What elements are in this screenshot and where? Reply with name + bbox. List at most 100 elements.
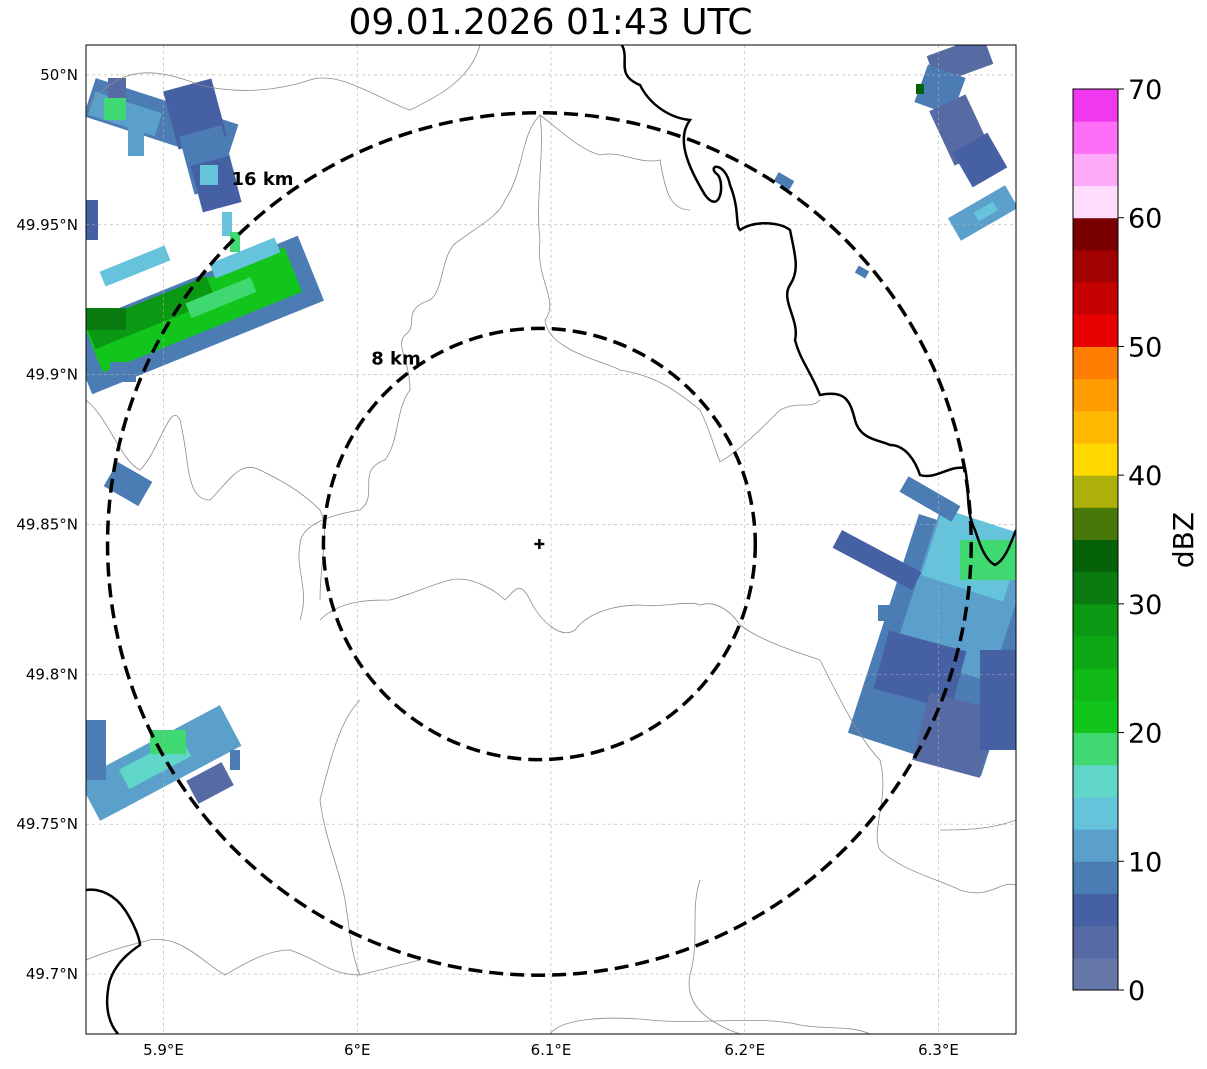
radar-echo (230, 750, 240, 770)
radar-echo (973, 201, 998, 222)
radar-echo (952, 132, 1008, 188)
colorbar-label: dBZ (1167, 512, 1200, 568)
colorbar-swatch (1073, 861, 1118, 894)
radar-echo (200, 165, 218, 185)
radar-location-marker (534, 538, 545, 549)
colorbar-swatch (1073, 636, 1118, 669)
national-border-line (86, 888, 142, 1034)
radar-echo (912, 692, 998, 778)
colorbar-swatch (1073, 410, 1118, 444)
radar-echo (209, 237, 281, 279)
colorbar-tick-label: 10 (1128, 847, 1162, 878)
radar-echo-layer (86, 45, 1016, 821)
colorbar-tick-label: 70 (1128, 75, 1162, 106)
radar-echo (980, 650, 1016, 750)
colorbar-swatch (1073, 732, 1118, 766)
range-ring (321, 326, 758, 762)
colorbar-swatch (1073, 668, 1118, 701)
lat-tick-label: 49.85°N (16, 516, 78, 534)
colorbar: 0 10 20 30 40 50 60 70 dBZ (1072, 75, 1200, 1007)
map-graticule (86, 45, 1016, 1034)
radar-echo (110, 362, 136, 382)
range-ring-label: 16 km (232, 169, 294, 190)
radar-echo (185, 277, 257, 319)
radar-echo (222, 212, 232, 236)
colorbar-swatch (1073, 185, 1118, 219)
colorbar-swatch (1073, 539, 1118, 573)
colorbar-swatch (1073, 314, 1118, 347)
admin-boundary-line (688, 879, 741, 1034)
colorbar-swatch (1073, 282, 1118, 315)
lat-tick-label: 49.8°N (26, 665, 78, 683)
range-ring (105, 111, 973, 977)
admin-boundary-line (298, 114, 541, 621)
radar-echo (108, 78, 126, 98)
radar-echo (128, 128, 144, 156)
lat-tick-label: 50°N (40, 66, 78, 84)
lon-tick-label: 6.2°E (724, 1041, 765, 1059)
colorbar-swatch (1073, 700, 1118, 734)
radar-echo (86, 308, 126, 330)
lon-tick-label: 5.9°E (143, 1041, 184, 1059)
colorbar-tick-label: 20 (1128, 719, 1162, 750)
radar-echo (86, 720, 106, 780)
colorbar-swatch (1073, 507, 1118, 540)
radar-echo (86, 200, 98, 240)
radar-echo (880, 714, 900, 728)
range-ring-label: 8 km (371, 348, 421, 369)
colorbar-swatch (1073, 925, 1118, 959)
admin-boundary-line (319, 699, 361, 976)
radar-echo (104, 98, 126, 120)
radar-echo (873, 630, 967, 710)
admin-boundary-line (86, 938, 421, 976)
radar-echo (230, 232, 240, 252)
admin-boundary-line (549, 1017, 871, 1034)
lat-tick-label: 49.9°N (26, 366, 78, 384)
lat-tick-label: 49.7°N (26, 965, 78, 983)
admin-boundary-line (539, 114, 691, 211)
admin-boundary-line (86, 45, 481, 111)
radar-echo (186, 762, 234, 804)
colorbar-tick-label: 30 (1128, 590, 1162, 621)
colorbar-tick-label: 50 (1128, 332, 1162, 363)
colorbar-swatch (1073, 893, 1118, 927)
lat-tick-label: 49.95°N (16, 216, 78, 234)
radar-echo (916, 84, 924, 94)
range-rings (105, 111, 973, 977)
colorbar-swatch (1073, 829, 1118, 862)
colorbar-swatch (1073, 603, 1118, 637)
radar-echo (773, 172, 795, 190)
radar-echo (832, 530, 922, 590)
radar-echo (150, 730, 186, 754)
admin-boundary-line (819, 659, 1016, 894)
radar-echo (86, 276, 217, 350)
colorbar-swatch (1073, 764, 1118, 798)
lon-tick-label: 6.3°E (918, 1041, 959, 1059)
radar-echo (103, 461, 153, 507)
colorbar-swatch (1073, 957, 1118, 991)
colorbar-frame (1072, 88, 1119, 991)
radar-echo (99, 245, 171, 287)
colorbar-swatch (1073, 442, 1118, 476)
radar-echo (854, 265, 870, 279)
colorbar-swatch (1073, 378, 1118, 412)
colorbar-swatch (1073, 217, 1118, 251)
radar-echo (878, 605, 898, 621)
map-frame (85, 44, 1017, 1035)
colorbar-swatch (1073, 346, 1118, 380)
colorbar-swatch (1073, 475, 1118, 508)
admin-boundary-line (939, 819, 1016, 831)
colorbar-swatch (1073, 571, 1118, 605)
radar-echo (899, 476, 961, 522)
colorbar-swatch (1073, 249, 1118, 283)
lon-tick-label: 6.1°E (531, 1041, 572, 1059)
admin-boundary-line (319, 578, 821, 661)
map-title: 09.01.2026 01:43 UTC (348, 2, 753, 43)
colorbar-tick-label: 60 (1128, 204, 1162, 235)
colorbar-swatch (1073, 153, 1118, 187)
admin-boundary-line (86, 399, 325, 601)
axis-tick-labels: 5.9°E 6°E 6.1°E 6.2°E 6.3°E 50°N 49.95°N 49.9°N… (16, 66, 959, 1059)
admin-boundary-line (538, 114, 821, 463)
range-ring-labels: 8 km 16 km (232, 169, 421, 370)
